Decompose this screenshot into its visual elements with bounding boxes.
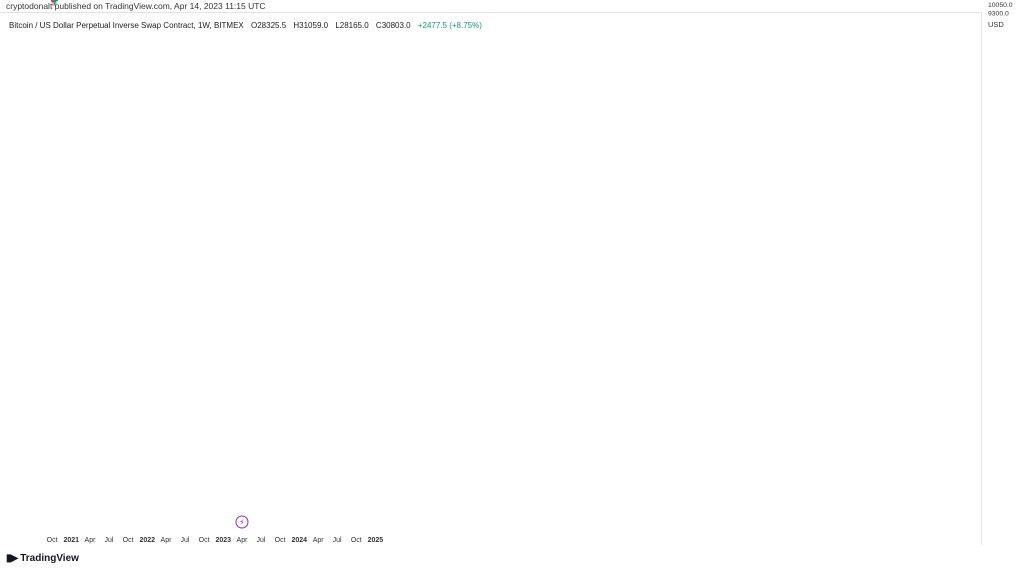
x-tick-label: Jul	[333, 537, 342, 544]
x-tick-label: Oct	[123, 537, 134, 544]
x-tick-label: Jul	[256, 537, 265, 544]
ohlc-open: O28325.5	[251, 21, 287, 30]
candle-up	[52, 1, 57, 3]
tradingview-logo[interactable]: ▮▶ TradingView	[6, 553, 79, 564]
ohlc-high: H31059.0	[293, 21, 329, 30]
x-tick-label: Oct	[275, 537, 286, 544]
x-tick-label: Oct	[47, 537, 58, 544]
x-tick-label: 2025	[368, 537, 384, 544]
publish-line: cryptodonalt published on TradingView.co…	[6, 1, 266, 11]
y-tick-label: 9300.0	[988, 11, 1009, 18]
x-tick-label: 2022	[139, 537, 155, 544]
symbol-header: Bitcoin / US Dollar Perpetual Inverse Sw…	[9, 21, 487, 30]
x-tick-label: 2024	[291, 537, 307, 544]
x-tick-label: Oct	[199, 537, 210, 544]
candle-up	[54, 0, 58, 2]
x-tick-label: Oct	[351, 537, 362, 544]
x-tick-label: Apr	[237, 537, 249, 544]
x-tick-label: Apr	[85, 537, 97, 544]
chart-frame	[0, 12, 982, 545]
symbol-title[interactable]: Bitcoin / US Dollar Perpetual Inverse Sw…	[9, 21, 244, 30]
x-tick-label: Jul	[104, 537, 113, 544]
ohlc-change: +2477.5 (+8.75%)	[417, 21, 482, 30]
x-tick-label: Jul	[180, 537, 189, 544]
lightning-icon: ⚡	[239, 518, 245, 527]
brand-name: TradingView	[20, 553, 79, 564]
x-tick-label: Apr	[313, 537, 325, 544]
tradingview-logo-icon: ▮▶	[6, 553, 18, 564]
x-tick-label: Apr	[161, 537, 173, 544]
x-tick-label: 2021	[63, 537, 79, 544]
currency-label: USD	[988, 20, 1004, 29]
x-tick-label: 2023	[215, 537, 231, 544]
events-marker-icon	[235, 515, 249, 529]
ohlc-close: C30803.0	[375, 21, 411, 30]
y-tick-label: 10050.0	[988, 2, 1013, 9]
candle-down	[51, 0, 55, 3]
publish-bar: cryptodonalt published on TradingView.co…	[0, 0, 1024, 14]
ohlc-low: L28165.0	[335, 21, 369, 30]
